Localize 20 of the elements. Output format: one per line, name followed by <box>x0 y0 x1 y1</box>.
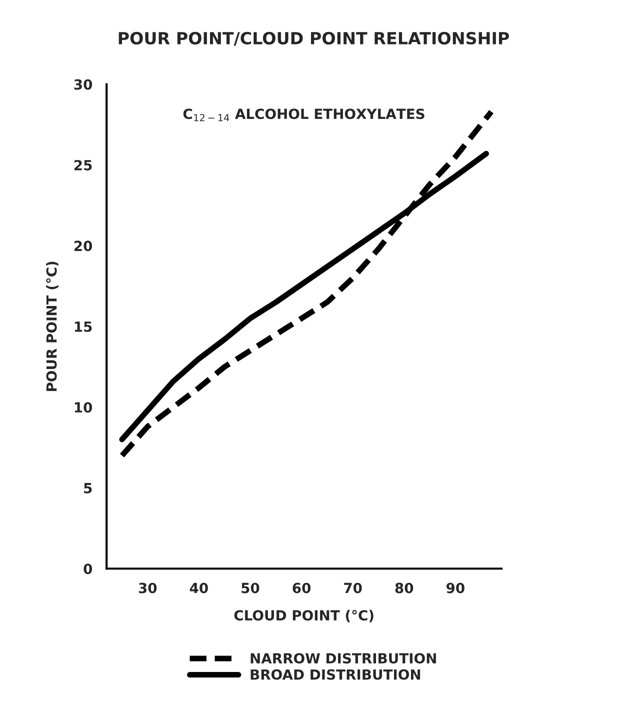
y-tick-label: 25 <box>74 160 92 170</box>
annotation: C$_{12−14}$ ALCOHOL ETHOXYLATES <box>183 108 424 122</box>
y-tick-label: 0 <box>84 564 92 574</box>
y-tick-label: 5 <box>84 483 92 494</box>
x-tick-label: 70 <box>344 582 362 594</box>
y-tick-label: 10 <box>74 402 92 413</box>
y-tick-label: 15 <box>74 322 92 332</box>
x-tick-label: 90 <box>446 582 464 594</box>
y-tick-label: 30 <box>74 79 92 90</box>
x-tick-label: 50 <box>242 582 260 594</box>
x-tick-label: 30 <box>138 582 157 594</box>
y-tick-label: 20 <box>74 240 92 252</box>
legend-label: NARROW DISTRIBUTION <box>250 653 436 664</box>
x-tick-label: 60 <box>292 582 311 594</box>
x-tick-label: 40 <box>190 582 208 594</box>
legend-label: BROAD DISTRIBUTION <box>250 669 420 680</box>
x-tick-label: 80 <box>395 582 414 594</box>
chart-title: POUR POINT/CLOUD POINT RELATIONSHIP <box>118 32 509 46</box>
x-axis-title: CLOUD POINT (°C) <box>234 610 374 622</box>
y-axis-title: POUR POINT (°C) <box>46 262 58 392</box>
